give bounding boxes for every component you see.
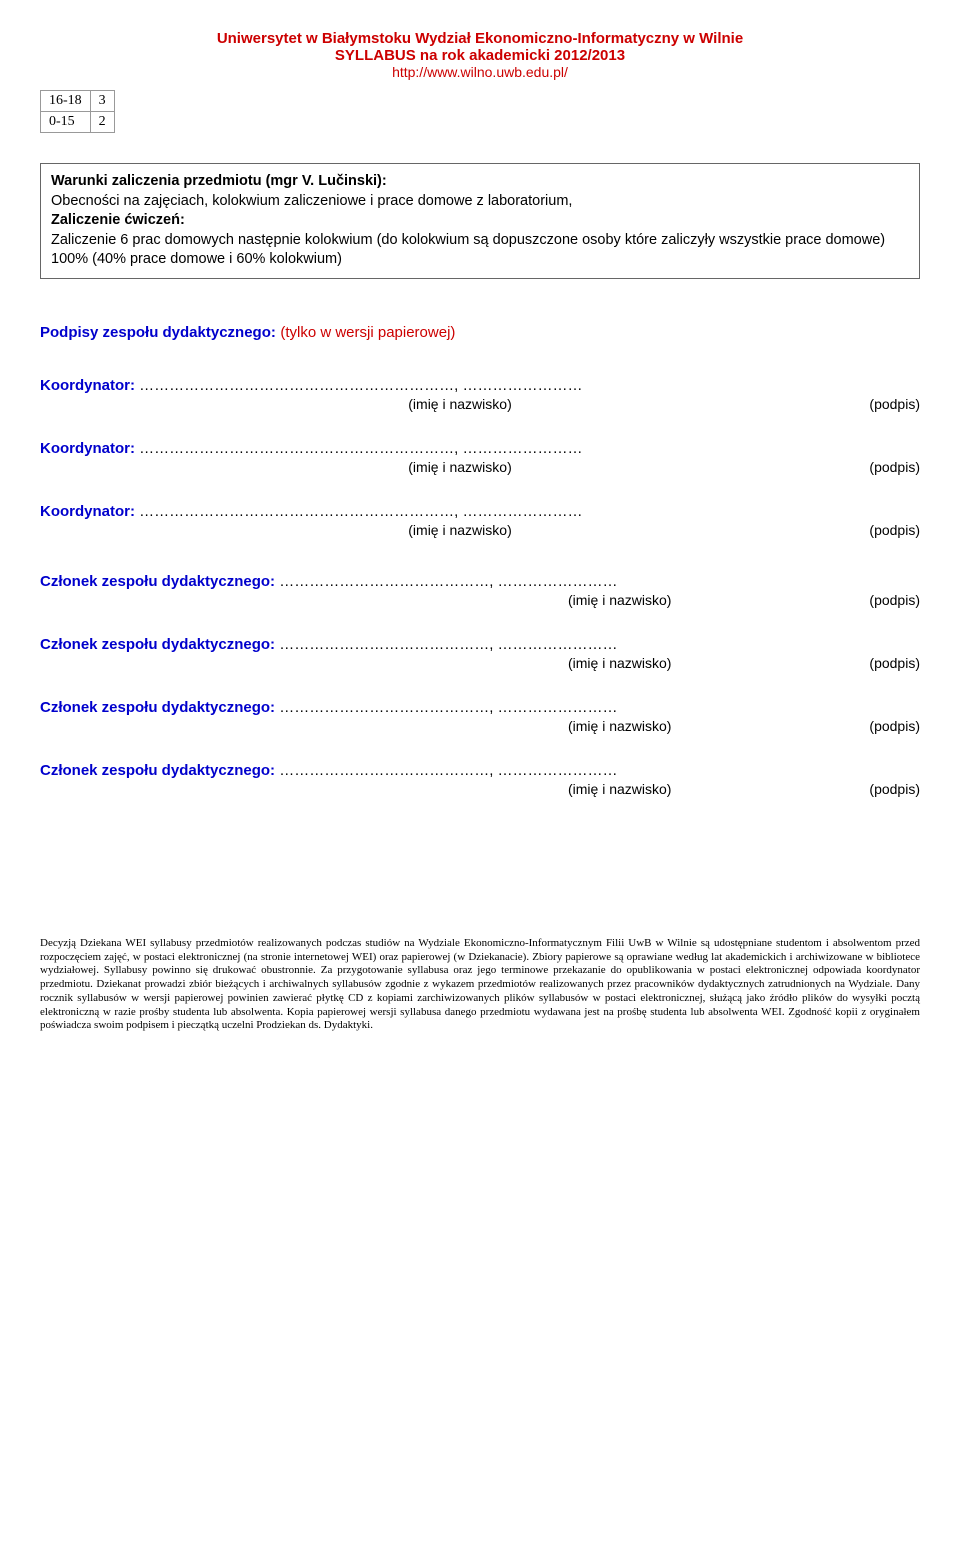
- conditions-box: Warunki zaliczenia przedmiotu (mgr V. Lu…: [40, 163, 920, 279]
- hint-name: (imię i nazwisko): [40, 396, 740, 412]
- coordinator-row: Koordynator: ………………………………………………………, ……………: [40, 440, 920, 475]
- hint-sign: (podpis): [869, 592, 920, 608]
- signature-dots: ……………………………………, ……………………: [275, 636, 618, 653]
- hint-name: (imię i nazwisko): [40, 522, 740, 538]
- signature-dots: ……………………………………, ……………………: [275, 762, 618, 779]
- header-university: Uniwersytet w Białymstoku Wydział Ekonom…: [40, 30, 920, 47]
- signature-hint: (imię i nazwisko) (podpis): [40, 592, 920, 608]
- header-syllabus: SYLLABUS na rok akademicki 2012/2013: [40, 47, 920, 64]
- member-label: Członek zespołu dydaktycznego:: [40, 762, 275, 779]
- signature-hint: (imię i nazwisko) (podpis): [40, 522, 920, 538]
- member-label: Członek zespołu dydaktycznego:: [40, 699, 275, 716]
- cell-range: 16-18: [41, 91, 91, 112]
- hint-sign: (podpis): [740, 396, 920, 412]
- signature-dots: ………………………………………………………, ……………………: [135, 503, 583, 520]
- grade-table: 16-18 3 0-15 2: [40, 90, 115, 133]
- member-row: Członek zespołu dydaktycznego: …………………………: [40, 699, 920, 734]
- member-signatures: Członek zespołu dydaktycznego: …………………………: [40, 573, 920, 797]
- member-row: Członek zespołu dydaktycznego: …………………………: [40, 573, 920, 608]
- hint-name: (imię i nazwisko): [40, 592, 869, 608]
- signatures-heading-row: Podpisy zespołu dydaktycznego: (tylko w …: [40, 324, 920, 342]
- hint-name: (imię i nazwisko): [40, 718, 869, 734]
- conditions-subtitle: Zaliczenie ćwiczeń:: [51, 212, 185, 228]
- conditions-line-a: Obecności na zajęciach, kolokwium zalicz…: [51, 192, 909, 212]
- table-row: 0-15 2: [41, 112, 115, 133]
- header-url: http://www.wilno.uwb.edu.pl/: [40, 64, 920, 80]
- signature-hint: (imię i nazwisko) (podpis): [40, 459, 920, 475]
- cell-grade: 3: [90, 91, 114, 112]
- conditions-line-b: Zaliczenie 6 prac domowych następnie kol…: [51, 231, 909, 270]
- coordinator-label: Koordynator:: [40, 440, 135, 457]
- member-row: Członek zespołu dydaktycznego: …………………………: [40, 762, 920, 797]
- conditions-title: Warunki zaliczenia przedmiotu (mgr V. Lu…: [51, 173, 387, 189]
- coordinator-row: Koordynator: ………………………………………………………, ……………: [40, 503, 920, 538]
- hint-name: (imię i nazwisko): [40, 781, 869, 797]
- signature-dots: ………………………………………………………, ……………………: [135, 377, 583, 394]
- coordinator-label: Koordynator:: [40, 503, 135, 520]
- hint-sign: (podpis): [869, 781, 920, 797]
- member-row: Członek zespołu dydaktycznego: …………………………: [40, 636, 920, 671]
- signature-hint: (imię i nazwisko) (podpis): [40, 396, 920, 412]
- signature-hint: (imię i nazwisko) (podpis): [40, 718, 920, 734]
- coordinator-label: Koordynator:: [40, 377, 135, 394]
- coordinator-row: Koordynator: ………………………………………………………, ……………: [40, 377, 920, 412]
- signature-hint: (imię i nazwisko) (podpis): [40, 655, 920, 671]
- hint-sign: (podpis): [740, 522, 920, 538]
- table-row: 16-18 3: [41, 91, 115, 112]
- page-root: Uniwersytet w Białymstoku Wydział Ekonom…: [0, 0, 960, 1053]
- signature-hint: (imię i nazwisko) (podpis): [40, 781, 920, 797]
- coordinator-signatures: Koordynator: ………………………………………………………, ……………: [40, 377, 920, 538]
- hint-sign: (podpis): [869, 718, 920, 734]
- signatures-heading: Podpisy zespołu dydaktycznego:: [40, 324, 276, 341]
- signature-dots: ……………………………………, ……………………: [275, 573, 618, 590]
- member-label: Członek zespołu dydaktycznego:: [40, 636, 275, 653]
- hint-name: (imię i nazwisko): [40, 655, 869, 671]
- hint-name: (imię i nazwisko): [40, 459, 740, 475]
- hint-sign: (podpis): [740, 459, 920, 475]
- signature-dots: ……………………………………, ……………………: [275, 699, 618, 716]
- signatures-note: (tylko w wersji papierowej): [280, 324, 455, 341]
- member-label: Członek zespołu dydaktycznego:: [40, 573, 275, 590]
- signature-dots: ………………………………………………………, ……………………: [135, 440, 583, 457]
- cell-range: 0-15: [41, 112, 91, 133]
- document-header: Uniwersytet w Białymstoku Wydział Ekonom…: [40, 30, 920, 80]
- footer-text: Decyzją Dziekana WEI syllabusy przedmiot…: [40, 937, 920, 1033]
- cell-grade: 2: [90, 112, 114, 133]
- hint-sign: (podpis): [869, 655, 920, 671]
